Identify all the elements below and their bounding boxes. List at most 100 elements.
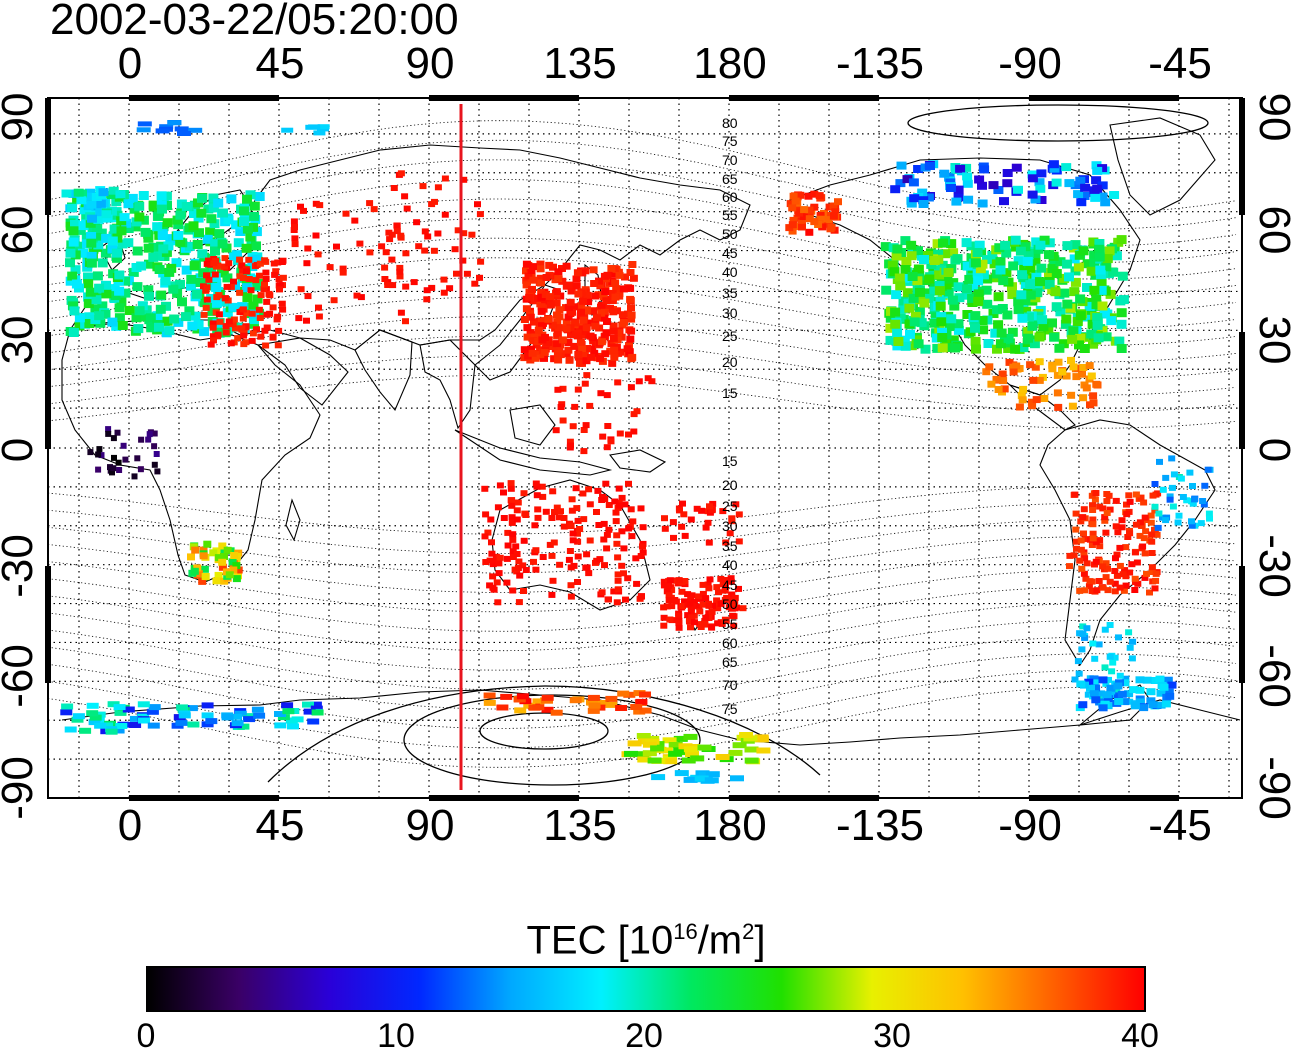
tec-cell (739, 605, 747, 612)
tec-cell (537, 289, 546, 296)
tec-cell (184, 241, 195, 251)
tec-cell (603, 531, 611, 538)
tec-cell (609, 322, 618, 330)
magnetic-contour (48, 198, 1237, 280)
tec-cell (952, 254, 963, 264)
tec-cell (311, 709, 324, 716)
tec-cell (195, 278, 206, 287)
tec-cell (992, 344, 1002, 354)
tec-cell (523, 324, 532, 332)
tec-cell (644, 375, 652, 382)
tec-cell (674, 770, 689, 777)
tec-cell (961, 238, 972, 248)
tec-cell (1113, 682, 1123, 690)
tec-cell (69, 306, 80, 316)
tec-cell (673, 735, 688, 742)
tec-cell (251, 254, 262, 264)
tec-cell (210, 239, 221, 249)
tec-cell (594, 487, 602, 494)
tec-cell (276, 282, 284, 289)
tec-cell (94, 722, 107, 729)
tec-cell (987, 380, 996, 388)
tec-cell (339, 269, 347, 276)
tec-cell (303, 708, 316, 715)
tec-cell (578, 345, 587, 352)
tec-cell (597, 309, 606, 317)
tec-cell (951, 197, 962, 206)
tec-cell (553, 330, 562, 338)
tec-cell (520, 346, 529, 354)
tec-cell (553, 318, 562, 326)
tec-cell (1089, 530, 1097, 537)
tec-cell (899, 335, 910, 345)
tec-cell (1089, 690, 1099, 698)
tec-cell (68, 301, 79, 311)
tec-cell (401, 193, 409, 200)
tec-cell (589, 307, 597, 315)
tec-cell (983, 339, 994, 348)
tec-cell (1094, 252, 1105, 262)
tec-cell (650, 745, 665, 752)
tec-cell (214, 554, 223, 562)
tec-cell (205, 718, 218, 725)
tec-cell (603, 271, 612, 279)
tec-cell (276, 286, 283, 293)
tec-cell (995, 257, 1006, 267)
tec-cell (668, 750, 683, 757)
tec-cell (223, 215, 234, 225)
tec-cell (100, 309, 111, 319)
bottom-lon-label: -45 (1148, 801, 1212, 850)
tec-cell (249, 211, 260, 221)
tec-cell (209, 333, 217, 340)
tec-cell (509, 587, 517, 594)
tec-cell (560, 515, 568, 521)
tec-cell (715, 754, 730, 760)
tec-cell (600, 333, 609, 341)
tec-cell (1093, 333, 1104, 343)
tec-cell (565, 556, 573, 563)
tec-cell (1123, 501, 1130, 508)
tec-cell (1126, 498, 1134, 505)
tec-cell (1106, 622, 1114, 628)
tec-cell (1008, 261, 1019, 271)
tec-cell (206, 294, 217, 303)
tec-cell (248, 315, 259, 325)
tec-cell (84, 319, 95, 328)
tec-cell (1034, 178, 1045, 187)
tec-cell (1072, 526, 1080, 533)
tec-cell (1089, 640, 1097, 647)
tec-cell (834, 198, 842, 206)
tec-cell (175, 719, 188, 726)
tec-cell (1083, 560, 1091, 567)
tec-cell (1075, 670, 1083, 677)
tec-cell (717, 600, 725, 607)
tec-cell (1062, 241, 1073, 251)
tec-cell (421, 247, 429, 254)
tec-cell (929, 256, 940, 265)
tec-cell (731, 594, 739, 601)
tec-cell (476, 274, 483, 281)
tec-cell (278, 300, 286, 307)
antarctic-inner-ring (479, 712, 609, 750)
tec-cell (639, 691, 651, 698)
tec-cell (627, 327, 636, 335)
tec-cell (536, 274, 545, 282)
tec-cell (165, 234, 176, 244)
tec-cell (723, 594, 731, 601)
tec-cell (212, 577, 221, 585)
tec-cell (1167, 681, 1177, 689)
tec-cell (618, 528, 626, 535)
tec-cell (221, 714, 234, 721)
tec-cell (138, 436, 145, 443)
tec-cell (232, 250, 242, 260)
tec-cell (637, 505, 645, 512)
tec-cell (1154, 524, 1162, 531)
tec-cell (1060, 319, 1071, 329)
tec-cell (1082, 283, 1092, 292)
border-tick-top (1029, 95, 1179, 101)
tec-cell (661, 515, 668, 522)
tec-cell (1095, 578, 1103, 584)
australia-coast (491, 479, 651, 611)
tec-cell (229, 566, 238, 574)
tec-cell (574, 386, 582, 393)
